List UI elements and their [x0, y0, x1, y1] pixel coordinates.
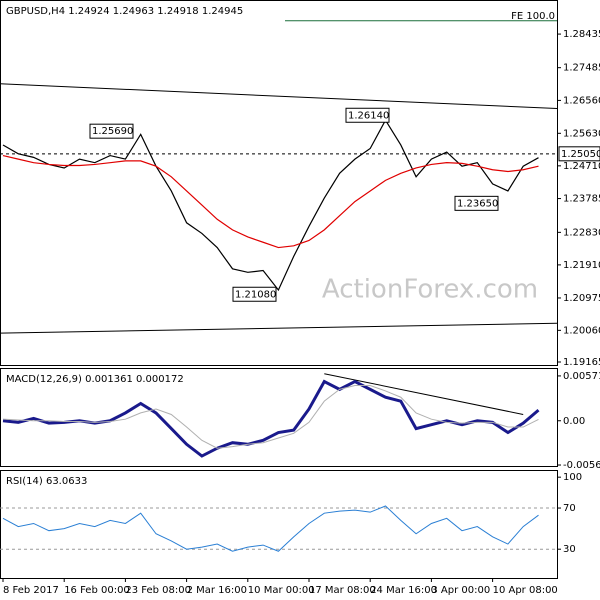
- series-line: [2, 384, 539, 449]
- current-price-box: [558, 146, 600, 162]
- annotation-label: 1.23650: [457, 198, 498, 209]
- series-line: [2, 155, 539, 249]
- x-tick-label: 23 Feb 08:00: [125, 585, 191, 596]
- annotation-box: [89, 123, 134, 139]
- y-tick-label: 70: [563, 503, 576, 514]
- y-tick-label: 1.22830: [563, 227, 600, 238]
- x-tick-label: 10 Mar 00:00: [248, 585, 315, 596]
- annotation-label: 1.26140: [348, 110, 389, 121]
- annotation-box: [345, 107, 390, 123]
- y-tick-label: -0.005645: [563, 460, 600, 471]
- x-tick-label: 8 Feb 2017: [3, 585, 59, 596]
- trend-line: [324, 373, 524, 415]
- series-line: [2, 119, 539, 292]
- y-tick-label: 1.25630: [563, 128, 600, 139]
- y-tick-label: 1.20975: [563, 293, 600, 304]
- series-line: [2, 379, 540, 458]
- y-tick-label: 1.23785: [563, 194, 600, 205]
- annotation-label: 1.25690: [92, 126, 133, 137]
- y-tick-label: 0.00: [563, 416, 585, 427]
- panel-title: RSI(14) 63.0633: [6, 476, 87, 487]
- y-tick-label: 1.20060: [563, 325, 600, 336]
- panel-title: MACD(12,26,9) 0.001361 0.000172: [6, 374, 184, 385]
- panel-title: GBPUSD,H4 1.24924 1.24963 1.24918 1.2494…: [6, 6, 243, 17]
- annotation-box: [454, 195, 499, 211]
- series-line: [2, 505, 539, 552]
- y-tick-label: 100: [563, 472, 582, 483]
- trend-line: [0, 322, 558, 334]
- fe-label: FE 100.0: [511, 11, 555, 22]
- y-tick-label: 1.24710: [563, 161, 600, 172]
- x-tick-label: 24 Mar 16:00: [370, 585, 437, 596]
- watermark: ActionForex.com: [322, 275, 538, 305]
- y-tick-label: 1.21910: [563, 260, 600, 271]
- trend-line: [0, 83, 558, 110]
- rsi-frame: [0, 470, 558, 579]
- y-tick-label: 1.26560: [563, 95, 600, 106]
- y-tick-label: 1.28435: [563, 29, 600, 40]
- x-tick-label: 10 Apr 08:00: [493, 585, 558, 596]
- annotation-label: 1.21080: [235, 289, 276, 300]
- x-tick-label: 16 Feb 00:00: [64, 585, 130, 596]
- annotation-box: [232, 286, 277, 302]
- x-tick-label: 2 Mar 16:00: [187, 585, 247, 596]
- y-tick-label: 1.19165: [563, 357, 600, 368]
- x-tick-label: 3 Apr 00:00: [431, 585, 490, 596]
- y-tick-label: 1.27485: [563, 63, 600, 74]
- current-price-label: 1.25050: [561, 149, 600, 160]
- x-tick-label: 17 Mar 08:00: [309, 585, 376, 596]
- y-tick-label: 0.005717: [563, 371, 600, 382]
- main-frame: [0, 0, 558, 366]
- macd-frame: [0, 368, 558, 467]
- y-tick-label: 30: [563, 544, 576, 555]
